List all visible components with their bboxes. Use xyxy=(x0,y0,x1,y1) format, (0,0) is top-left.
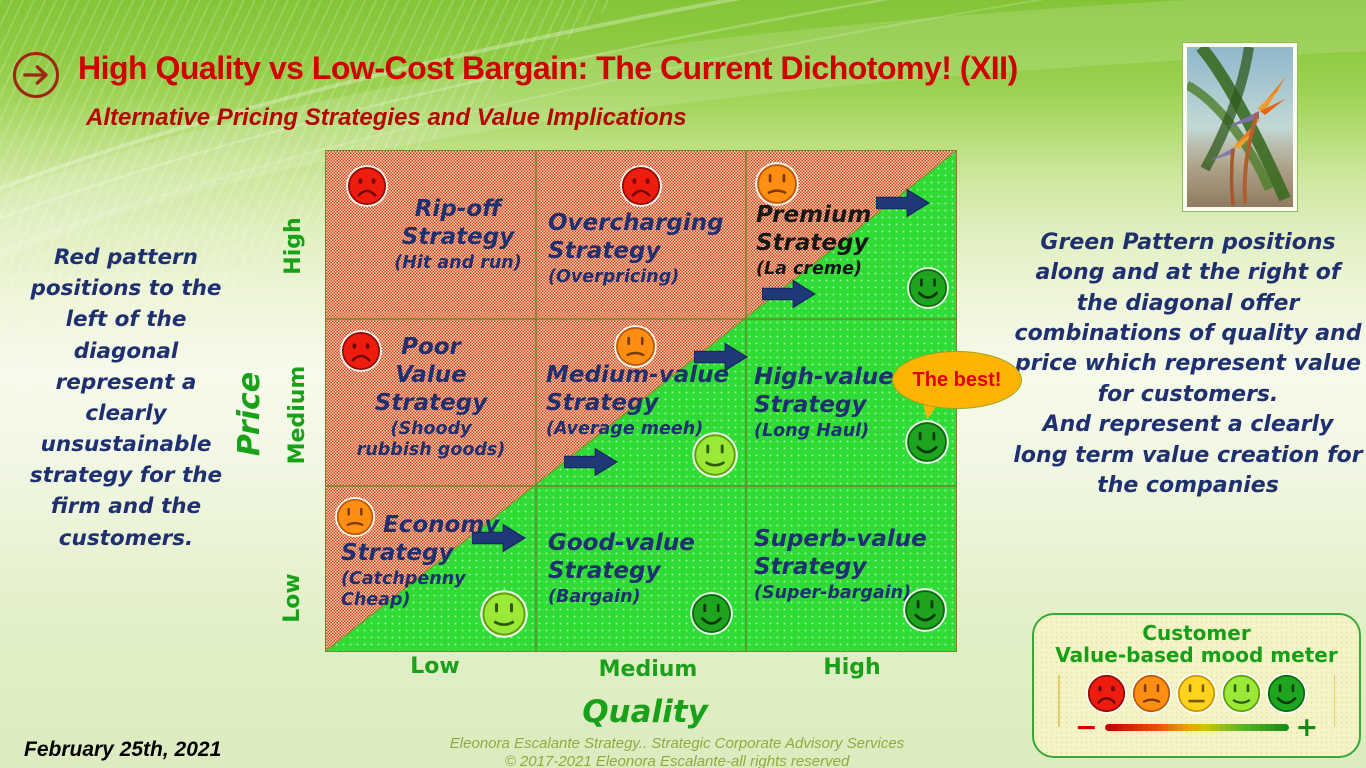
cell-title: Poor Value Strategy xyxy=(374,334,488,417)
red-sad-face-icon xyxy=(1085,672,1128,715)
cell-ripoff: Rip-off Strategy (Hit and run) xyxy=(378,195,538,274)
cell-title: Medium-value Strategy xyxy=(546,362,730,417)
green-happy-face-icon xyxy=(902,587,948,633)
quality-axis-label: Quality xyxy=(582,694,708,730)
orange-meh-face-icon xyxy=(754,161,800,207)
cell-title: Economy Strategy xyxy=(341,512,500,567)
cell-title: Good-value Strategy xyxy=(548,530,695,585)
mood-meter-bar-row: − + xyxy=(1034,711,1359,743)
grid-line xyxy=(326,485,956,487)
minus-sign: − xyxy=(1074,711,1098,743)
cell-subtitle: (Hit and run) xyxy=(394,253,522,274)
cell-title: Overcharging Strategy xyxy=(548,210,724,265)
cell-subtitle: (Average meeh) xyxy=(546,419,704,440)
cell-subtitle: (Bargain) xyxy=(548,587,641,608)
cell-overcharging: Overcharging Strategy (Overpricing) xyxy=(548,209,748,288)
price-tick-low: Low xyxy=(279,573,305,623)
footer-line2: © 2017-2021 Eleonora Escalante-all right… xyxy=(504,752,850,768)
cell-economy: Economy Strategy (Catchpenny Cheap) xyxy=(341,511,503,610)
meter-divider xyxy=(1058,675,1060,727)
cell-subtitle: (Catchpenny Cheap) xyxy=(341,569,466,610)
cell-title: Rip-off Strategy xyxy=(401,196,515,251)
price-axis-label: Price xyxy=(231,371,267,457)
right-note-part2: And represent a clearly long term value … xyxy=(1013,412,1363,498)
best-callout: The best! xyxy=(892,351,1022,409)
lightgreen-smile-face-icon xyxy=(1220,672,1263,715)
red-sad-face-icon xyxy=(339,329,383,373)
plus-sign: + xyxy=(1295,711,1319,743)
cell-premium: Premium Strategy (La creme) xyxy=(756,201,916,280)
quality-tick-high: High xyxy=(823,655,881,680)
cell-subtitle: (Shoody rubbish goods) xyxy=(356,419,506,460)
cell-good-value: Good-value Strategy (Bargain) xyxy=(548,529,733,608)
cell-subtitle: (La creme) xyxy=(756,259,863,280)
right-arrow-icon xyxy=(472,523,526,553)
cell-subtitle: (Overpricing) xyxy=(548,267,680,288)
footer-credit: Eleonora Escalante Strategy.. Strategic … xyxy=(377,735,977,768)
page-subtitle: Alternative Pricing Strategies and Value… xyxy=(86,104,687,131)
orange-meh-face-icon xyxy=(613,324,658,369)
mood-gradient-bar xyxy=(1104,724,1289,732)
cell-high-value: High-value Strategy (Long Haul) xyxy=(754,363,929,442)
cell-title: High-value Strategy xyxy=(754,364,894,419)
red-sad-face-icon xyxy=(619,164,663,208)
green-happy-face-icon xyxy=(906,266,950,310)
price-quality-matrix: Rip-off Strategy (Hit and run) Overcharg… xyxy=(325,150,1022,652)
cell-subtitle: (Super-bargain) xyxy=(754,583,912,604)
right-arrow-icon xyxy=(876,188,930,218)
orange-sad-face-icon xyxy=(1130,672,1173,715)
grid-line xyxy=(745,151,747,651)
lightgreen-smile-face-icon xyxy=(479,589,529,639)
mood-meter-scale xyxy=(1034,672,1359,715)
mood-meter-title-line1: Customer xyxy=(1142,621,1251,645)
lightgreen-smile-face-icon xyxy=(691,431,739,479)
bird-of-paradise-painting xyxy=(1182,42,1298,212)
green-happy-face-icon xyxy=(689,591,734,636)
right-note: Green Pattern positions along and at the… xyxy=(1012,228,1364,501)
mood-meter-legend: Customer Value-based mood meter − + xyxy=(1032,613,1361,758)
slide-date: February 25th, 2021 xyxy=(24,738,222,761)
cell-medium-value: Medium-value Strategy (Average meeh) xyxy=(546,361,751,440)
cell-title: Premium Strategy xyxy=(756,202,872,257)
left-note: Red pattern positions to the left of the… xyxy=(29,245,223,551)
green-happy-face-icon xyxy=(1265,672,1308,715)
orange-meh-face-icon xyxy=(334,496,376,538)
right-arrow-icon xyxy=(694,342,748,372)
right-arrow-icon xyxy=(564,447,618,477)
page-title: High Quality vs Low-Cost Bargain: The Cu… xyxy=(78,50,1018,86)
footer-line1: Eleonora Escalante Strategy.. Strategic … xyxy=(449,735,905,752)
mood-meter-title-line2: Value-based mood meter xyxy=(1055,643,1338,668)
red-sad-face-icon xyxy=(345,164,389,208)
meter-divider xyxy=(1333,675,1335,727)
cell-subtitle: (Long Haul) xyxy=(754,421,870,442)
quality-tick-medium: Medium xyxy=(598,657,698,682)
grid-line xyxy=(535,151,537,651)
price-tick-high: High xyxy=(280,217,306,275)
right-arrow-icon xyxy=(762,279,816,309)
cell-poor-value: Poor Value Strategy (Shoody rubbish good… xyxy=(351,333,511,460)
cell-title: Superb-value Strategy xyxy=(754,526,927,581)
cell-superb-value: Superb-value Strategy (Super-bargain) xyxy=(754,525,946,604)
right-note-part1: Green Pattern positions along and at the… xyxy=(1014,230,1362,407)
price-tick-medium: Medium xyxy=(284,365,310,465)
grid-line xyxy=(326,318,956,320)
green-happy-face-icon xyxy=(904,419,950,465)
yellow-neutral-face-icon xyxy=(1175,672,1218,715)
arrow-circle-icon xyxy=(13,52,59,98)
quality-tick-low: Low xyxy=(410,654,460,679)
